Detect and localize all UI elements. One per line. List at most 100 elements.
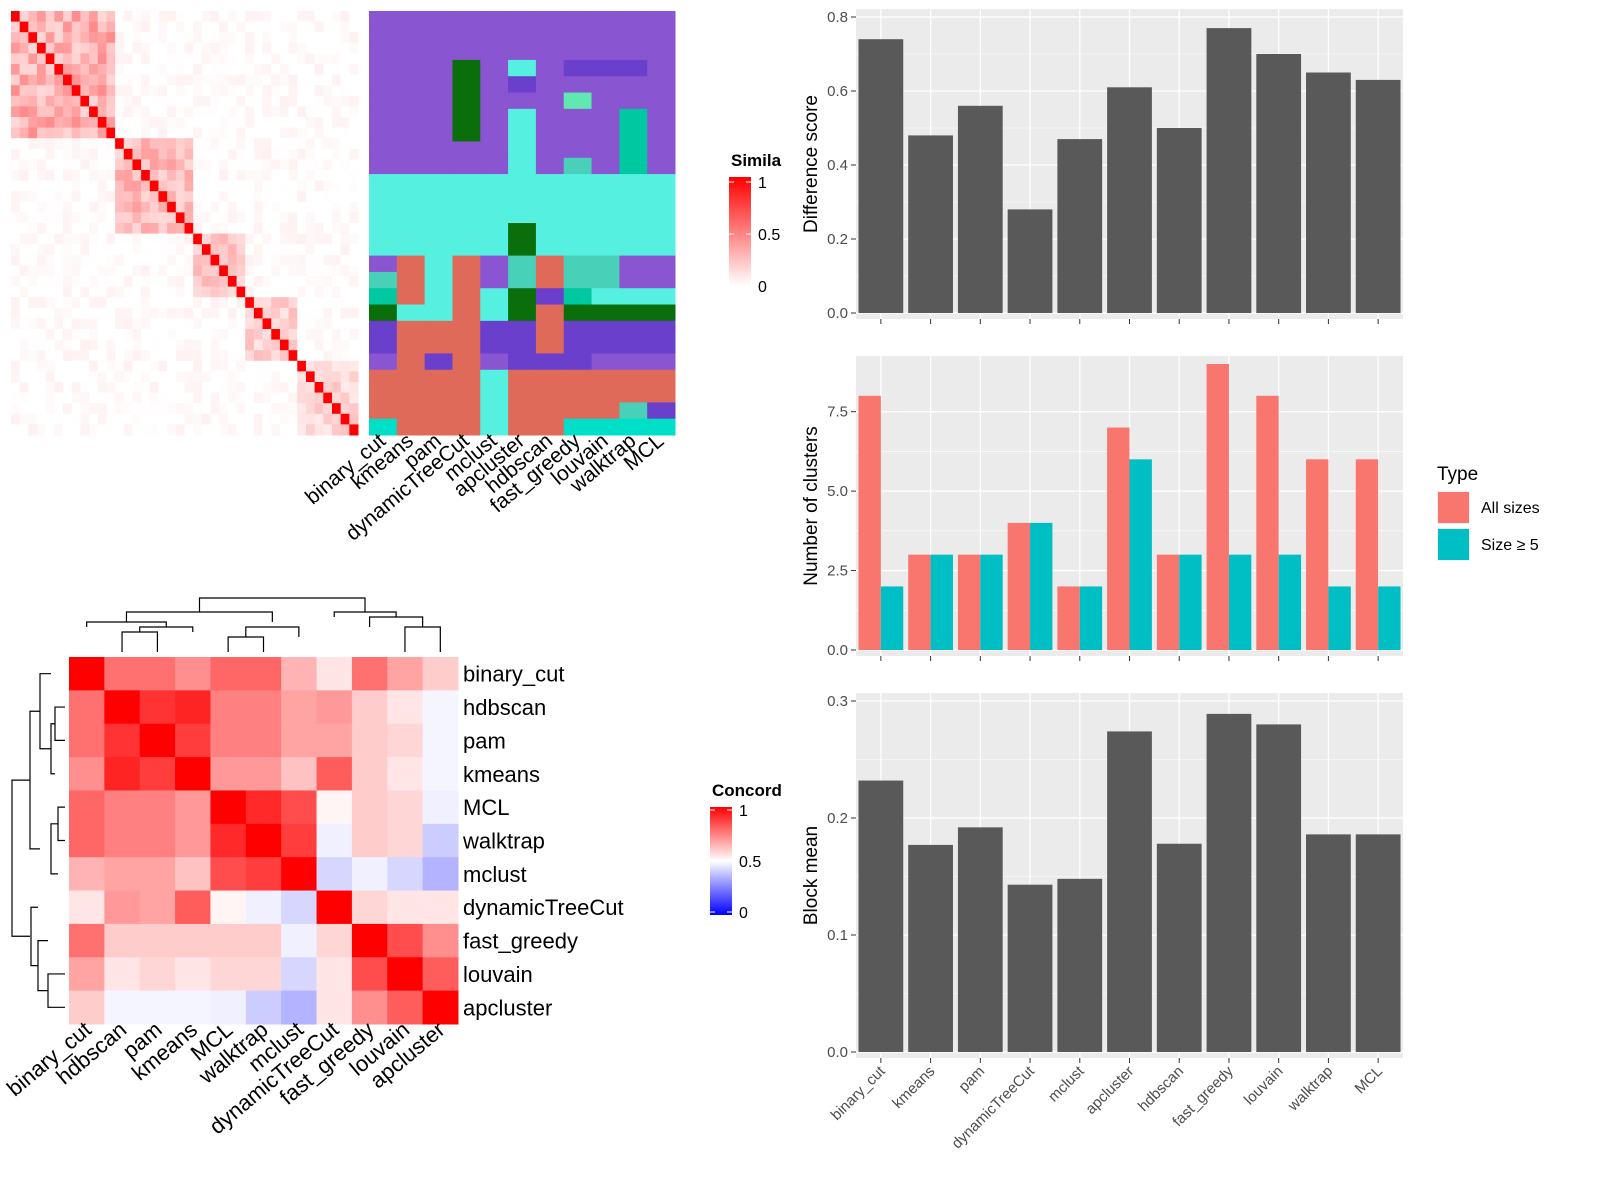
similarity-cell (297, 413, 307, 425)
similarity-cell (236, 170, 246, 182)
similarity-cell (45, 11, 55, 23)
similarity-cell (28, 117, 38, 129)
similarity-cell (253, 339, 264, 351)
similarity-cell (193, 53, 203, 65)
similarity-cell (323, 95, 333, 107)
concordance-cell (422, 957, 459, 992)
concordance-legend: Concord 10.50 (710, 781, 782, 922)
similarity-cell (253, 403, 264, 415)
cluster-cell (480, 27, 509, 45)
similarity-cell (45, 254, 55, 266)
similarity-cell (28, 191, 38, 203)
similarity-cell (80, 106, 90, 118)
similarity-cell (141, 233, 151, 245)
similarity-cell (210, 223, 220, 235)
similarity-cell (115, 297, 125, 309)
similarity-cell (28, 360, 38, 372)
similarity-cell (80, 254, 90, 266)
similarity-cell (349, 329, 359, 341)
similarity-cell (331, 350, 342, 362)
similarity-cell (210, 350, 220, 362)
similarity-cell (227, 360, 238, 372)
similarity-cell (227, 159, 238, 171)
similarity-cell (262, 117, 272, 129)
concordance-cell (175, 857, 211, 892)
concordance-cell (69, 690, 105, 725)
similarity-cell (262, 201, 272, 213)
concordance-cell (210, 923, 247, 958)
similarity-cell (45, 191, 55, 203)
similarity-cell (331, 191, 342, 203)
similarity-cell (245, 191, 255, 203)
similarity-cell (227, 244, 238, 256)
similarity-cell (141, 95, 151, 107)
cluster-cell (619, 125, 648, 142)
similarity-cell (340, 53, 350, 65)
cluster-cell (452, 206, 481, 224)
cluster-cell (396, 304, 426, 322)
similarity-cell (106, 148, 116, 160)
similarity-cell (227, 254, 238, 266)
bar-all-sizes (1156, 554, 1180, 650)
similarity-cell (141, 276, 151, 288)
similarity-cell (71, 254, 81, 266)
dendrogram-branch (11, 779, 30, 937)
concordance-cell (210, 690, 247, 725)
cluster-cell (424, 255, 453, 273)
similarity-cell (305, 307, 316, 319)
concordance-cell (387, 857, 424, 892)
similarity-cell (210, 254, 220, 266)
similarity-cell (123, 329, 133, 341)
similarity-cell (63, 95, 73, 107)
similarity-cell (80, 286, 90, 298)
similarity-cell (123, 117, 133, 129)
similarity-cell (115, 159, 125, 171)
similarity-cell (210, 392, 220, 404)
similarity-cell (193, 21, 203, 33)
similarity-cell (63, 53, 73, 65)
similarity-cell (54, 21, 64, 33)
similarity-cell (323, 350, 333, 362)
similarity-cell (297, 138, 307, 150)
similarity-cell (262, 424, 272, 436)
similarity-cell (201, 413, 212, 425)
similarity-cell (184, 85, 194, 97)
similarity-cell (175, 127, 185, 139)
similarity-cell (201, 170, 212, 182)
concordance-row-label: MCL (463, 795, 509, 820)
bar-size-ge-5 (1278, 554, 1302, 650)
similarity-cell (37, 117, 47, 129)
similarity-cell (132, 371, 142, 383)
similarity-cell (331, 329, 342, 341)
similarity-cell (305, 286, 316, 298)
similarity-cell (115, 138, 125, 150)
similarity-cell (45, 42, 55, 54)
dendrogram-branch (125, 611, 273, 622)
similarity-cell (63, 117, 73, 129)
dendrogram-branch (57, 806, 65, 842)
concordance-row-label: walktrap (462, 829, 545, 854)
similarity-cell (210, 318, 220, 330)
similarity-cell (54, 32, 64, 44)
similarity-cell (323, 212, 333, 224)
similarity-cell (340, 360, 350, 372)
concordance-cell (245, 823, 282, 858)
cluster-cell (424, 125, 453, 142)
similarity-cell (331, 297, 342, 309)
similarity-cell (158, 318, 168, 330)
similarity-cell (106, 42, 116, 54)
similarity-cell (253, 276, 264, 288)
concordance-cell (175, 957, 211, 992)
cluster-cell (480, 337, 509, 354)
cluster-cell (619, 190, 648, 208)
cluster-cell (396, 271, 426, 289)
similarity-cell (45, 170, 55, 182)
similarity-cell (323, 307, 333, 319)
concordance-cell (104, 923, 141, 958)
similarity-cell (271, 117, 281, 129)
concordance-cell (316, 657, 353, 691)
similarity-cell (141, 286, 151, 298)
similarity-cell (45, 180, 55, 192)
similarity-cell (80, 371, 90, 383)
similarity-cell (141, 392, 151, 404)
